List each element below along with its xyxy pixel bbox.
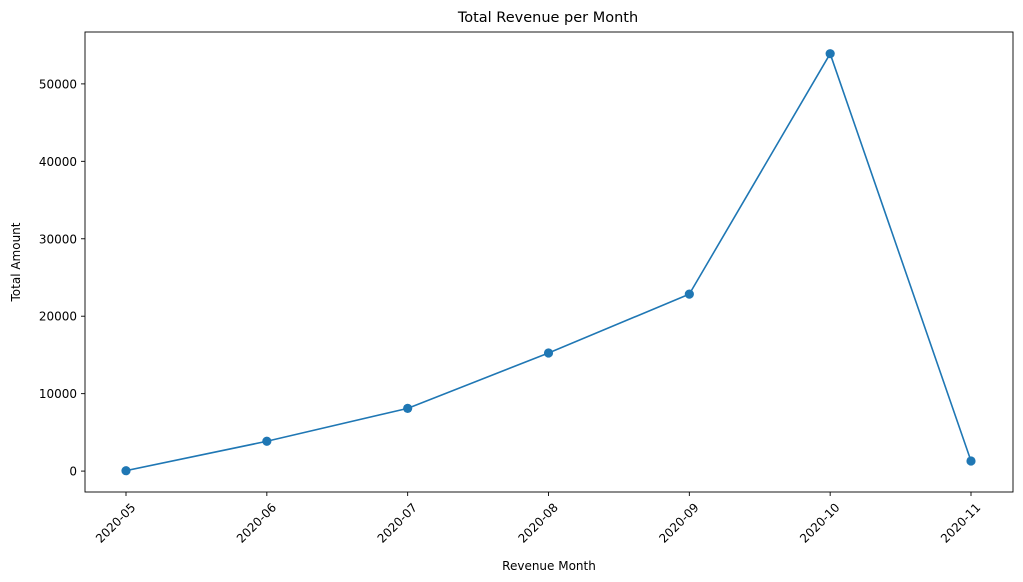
series-layer [121, 49, 976, 476]
y-axis: 0 10000 20000 30000 40000 50000 [39, 77, 85, 479]
data-point [403, 403, 413, 413]
data-point [262, 436, 272, 446]
y-tick-label: 20000 [39, 310, 77, 324]
y-tick-label: 50000 [39, 77, 77, 91]
x-axis-label: Revenue Month [502, 559, 596, 573]
data-point [966, 456, 976, 466]
y-axis-label: Total Amount [9, 222, 23, 302]
y-tick-label: 10000 [39, 387, 77, 401]
data-point [121, 466, 131, 476]
y-tick-label: 40000 [39, 155, 77, 169]
plot-frame [84, 31, 1014, 493]
data-point [543, 348, 554, 358]
y-tick-label: 0 [69, 465, 77, 479]
data-point [684, 289, 694, 299]
chart-title: Total Revenue per Month [457, 10, 638, 26]
data-point [825, 49, 835, 59]
y-tick-label: 30000 [39, 232, 77, 246]
